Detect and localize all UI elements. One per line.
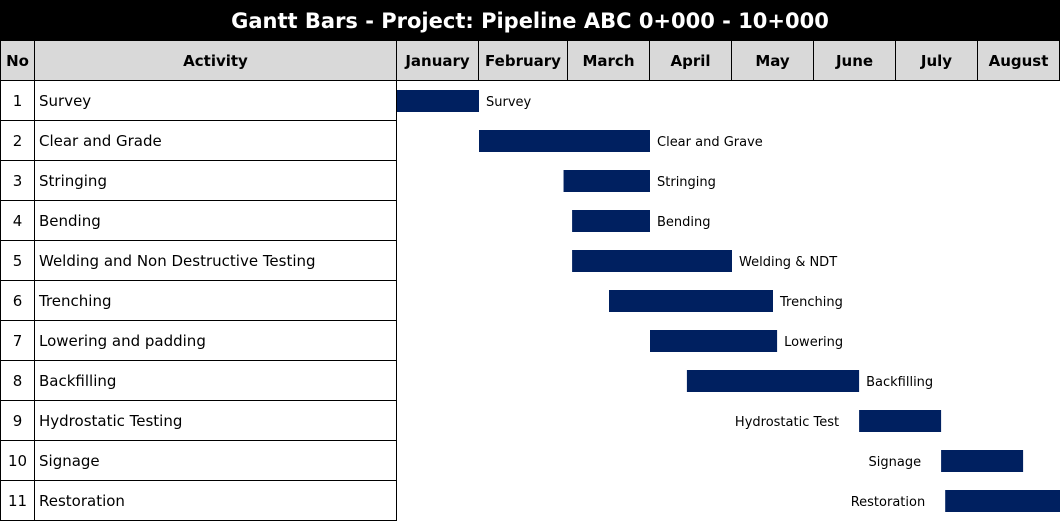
bar-label: Hydrostatic Test: [735, 415, 839, 430]
activity-name: Signage: [35, 441, 397, 481]
month-header-july: July: [896, 41, 978, 81]
gantt-bar: [941, 450, 1024, 472]
row-number: 9: [0, 401, 35, 441]
row-number: 3: [0, 161, 35, 201]
month-header-june: June: [814, 41, 896, 81]
bar-label: Restoration: [851, 495, 925, 510]
month-header-march: March: [568, 41, 650, 81]
gantt-bar: [397, 90, 479, 112]
activity-name: Clear and Grade: [35, 121, 397, 161]
bar-label: Clear and Grave: [657, 135, 763, 150]
activity-name: Trenching: [35, 281, 397, 321]
bar-label: Backfilling: [866, 375, 933, 390]
month-header-april: April: [650, 41, 732, 81]
month-header-january: January: [397, 41, 479, 81]
gantt-bar: [686, 370, 860, 392]
bar-label: Stringing: [657, 175, 716, 190]
row-number: 2: [0, 121, 35, 161]
row-number: 8: [0, 361, 35, 401]
gantt-bar: [572, 250, 732, 272]
activity-name: Survey: [35, 81, 397, 121]
gantt-bar: [650, 330, 778, 352]
header-activity: Activity: [35, 41, 397, 81]
gantt-bar: [563, 170, 650, 192]
bar-label: Lowering: [784, 335, 843, 350]
bar-label: Welding & NDT: [739, 255, 837, 270]
gantt-bar: [609, 290, 773, 312]
gantt-bar: [945, 490, 1060, 512]
row-number: 5: [0, 241, 35, 281]
bar-label: Signage: [869, 455, 922, 470]
row-number: 7: [0, 321, 35, 361]
row-number: 4: [0, 201, 35, 241]
activity-name: Bending: [35, 201, 397, 241]
header-no: No: [0, 41, 35, 81]
bar-label: Trenching: [779, 295, 843, 310]
activity-name: Lowering and padding: [35, 321, 397, 361]
gantt-bar: [479, 130, 650, 152]
chart-title: Gantt Bars - Project: Pipeline ABC 0+000…: [0, 0, 1060, 41]
activity-name: Welding and Non Destructive Testing: [35, 241, 397, 281]
bar-label: Bending: [657, 215, 711, 230]
activity-name: Backfilling: [35, 361, 397, 401]
month-header-august: August: [978, 41, 1060, 81]
bar-label: Survey: [486, 95, 532, 110]
gantt-bar: [572, 210, 650, 232]
activity-name: Hydrostatic Testing: [35, 401, 397, 441]
month-header-february: February: [479, 41, 568, 81]
month-header-may: May: [732, 41, 814, 81]
row-number: 10: [0, 441, 35, 481]
row-number: 1: [0, 81, 35, 121]
activity-name: Stringing: [35, 161, 397, 201]
row-number: 6: [0, 281, 35, 321]
gantt-bar: [859, 410, 942, 432]
